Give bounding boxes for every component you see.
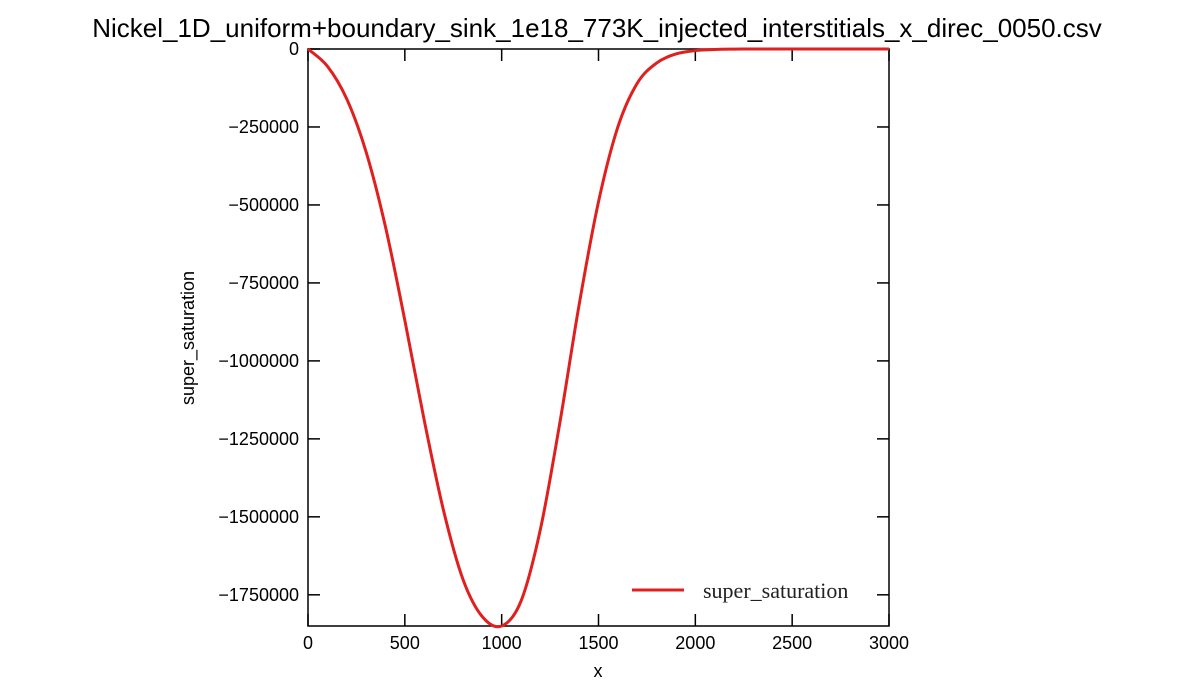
y-tick-label: −1500000: [218, 507, 299, 527]
tick-labels: 0 500 1000 1500 2000 2500 3000 0 −250000 −500000 −…: [218, 39, 909, 653]
x-axis-label: x: [594, 661, 603, 681]
plot-area-frame: [307, 48, 890, 627]
legend: super_saturation: [632, 578, 848, 603]
x-tick-label: 2500: [772, 633, 812, 653]
x-tick-label: 2000: [675, 633, 715, 653]
super-saturation-series-line: [307, 47, 889, 629]
x-tick-label: 0: [303, 633, 313, 653]
x-tick-label: 500: [390, 633, 420, 653]
x-tick-label: 1500: [578, 633, 618, 653]
y-tick-label: −750000: [228, 273, 299, 293]
x-tick-label: 1000: [482, 633, 522, 653]
y-tick-label: −250000: [228, 117, 299, 137]
axis-ticks: [307, 48, 890, 626]
x-tick-label: 3000: [869, 633, 909, 653]
y-tick-label: −1750000: [218, 585, 299, 605]
chart-title: Nickel_1D_uniform+boundary_sink_1e18_773…: [92, 13, 1102, 43]
y-axis-label: super_saturation: [178, 271, 199, 405]
y-tick-label: −500000: [228, 195, 299, 215]
legend-label: super_saturation: [703, 578, 848, 603]
y-tick-label: −1250000: [218, 429, 299, 449]
y-tick-label: −1000000: [218, 351, 299, 371]
y-tick-label: 0: [289, 39, 299, 59]
